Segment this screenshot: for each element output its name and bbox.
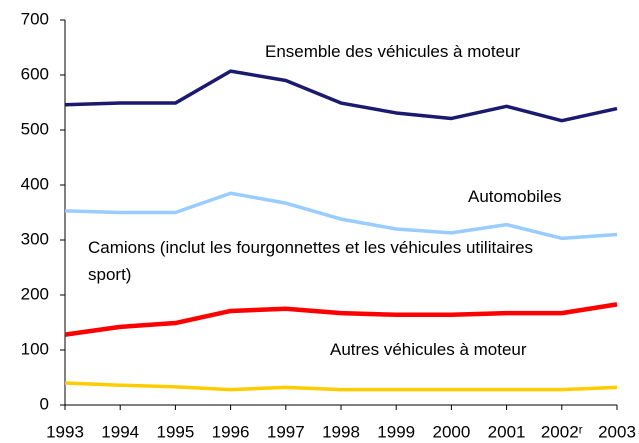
y-tick-label: 700 bbox=[21, 9, 49, 28]
x-tick-label: 1997 bbox=[267, 422, 305, 441]
x-tick-label: 1993 bbox=[46, 422, 84, 441]
x-tick-label: 1998 bbox=[322, 422, 360, 441]
series-line bbox=[64, 191, 618, 241]
y-tick-label: 400 bbox=[21, 174, 49, 193]
y-tick-label: 0 bbox=[40, 394, 49, 413]
x-tick-label: 2003 bbox=[598, 422, 636, 441]
series-line bbox=[64, 69, 618, 123]
series-label: Automobiles bbox=[468, 187, 562, 206]
y-tick-label: 500 bbox=[21, 119, 49, 138]
x-tick-label: 1999 bbox=[377, 422, 415, 441]
y-tick-label: 200 bbox=[21, 284, 49, 303]
x-tick-label: 2000 bbox=[432, 422, 470, 441]
x-tick-label: 2001 bbox=[488, 422, 526, 441]
y-tick-label: 100 bbox=[21, 339, 49, 358]
x-tick-label: 1994 bbox=[101, 422, 139, 441]
series-label: Autres véhicules à moteur bbox=[330, 340, 527, 359]
series-line bbox=[64, 302, 618, 337]
y-tick-label: 600 bbox=[21, 64, 49, 83]
series-label: Camions (inclut les fourgonnettes et les… bbox=[88, 238, 534, 284]
series-line bbox=[64, 381, 618, 392]
x-tick-label: 1995 bbox=[156, 422, 194, 441]
x-tick-label: 1996 bbox=[212, 422, 250, 441]
series-label: Ensemble des véhicules à moteur bbox=[265, 42, 521, 61]
x-tick-label: 2002ʳ bbox=[541, 422, 583, 441]
y-tick-label: 300 bbox=[21, 229, 49, 248]
